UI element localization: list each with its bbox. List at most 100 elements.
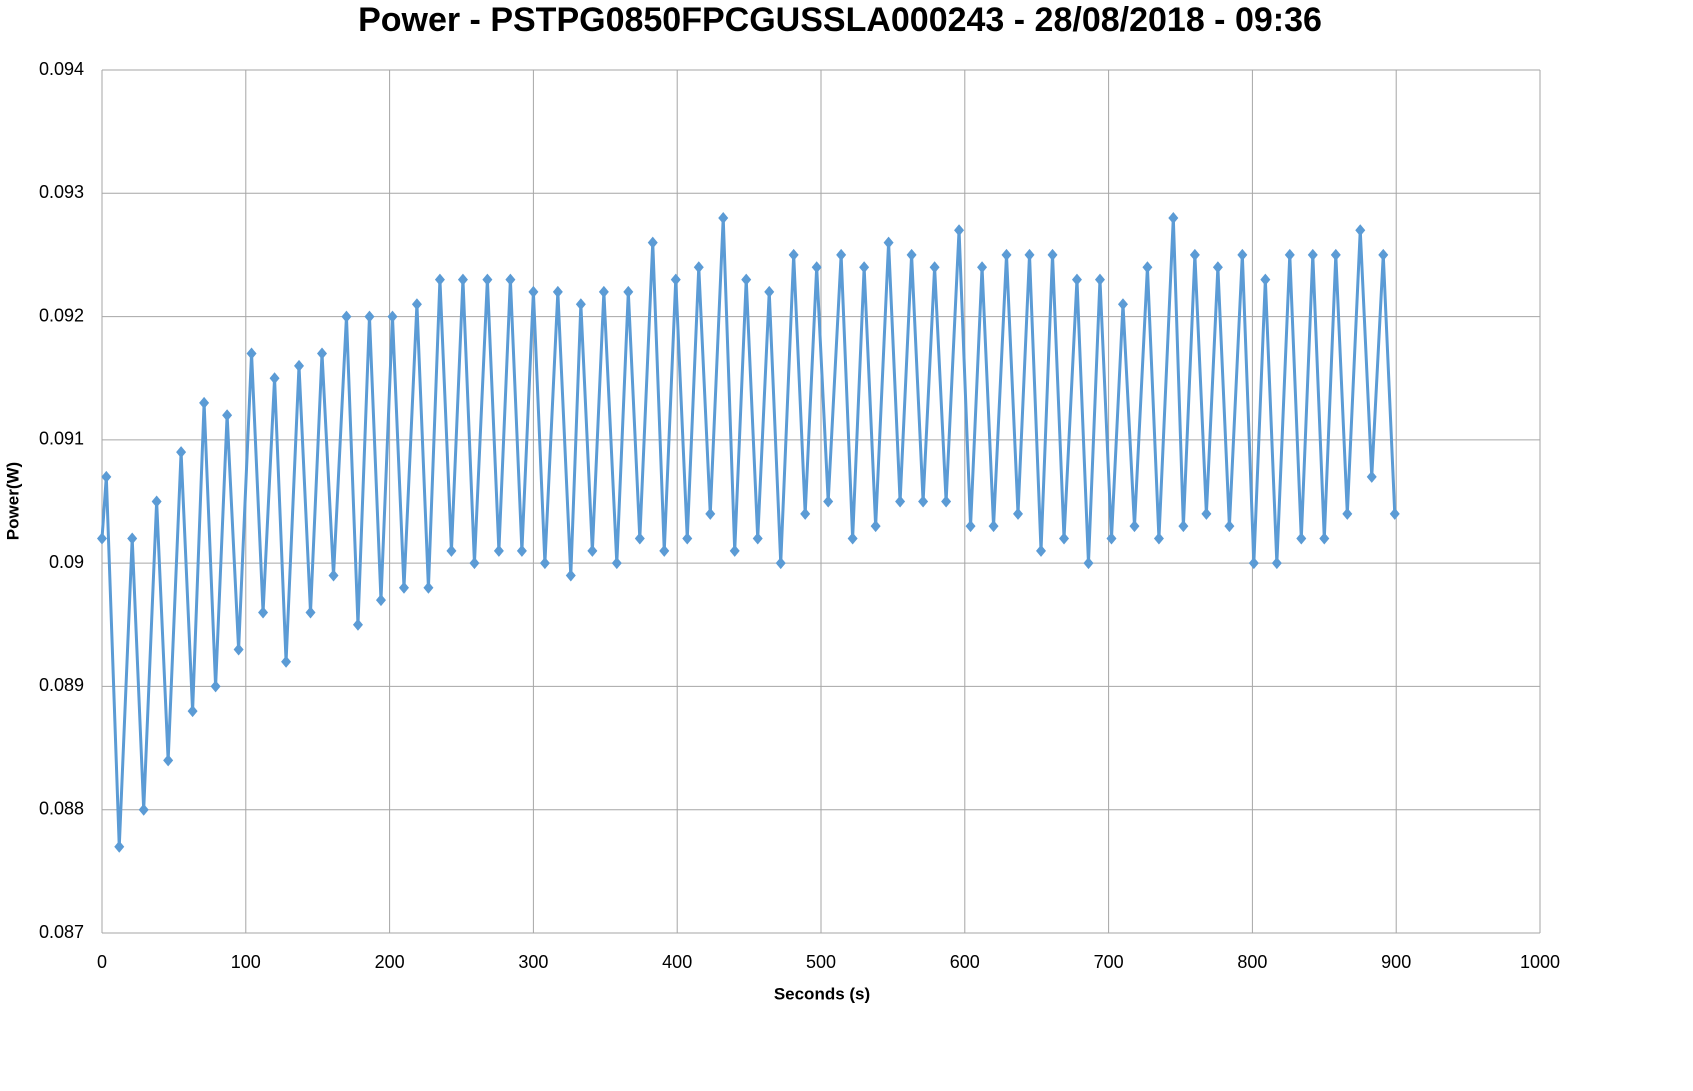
data-point xyxy=(1117,298,1128,311)
data-point xyxy=(364,310,375,323)
data-point xyxy=(469,557,480,570)
data-point xyxy=(97,532,107,545)
data-point xyxy=(222,409,233,422)
data-point xyxy=(906,248,917,261)
x-tick-label: 700 xyxy=(1094,952,1124,972)
data-point xyxy=(587,544,598,557)
data-point xyxy=(1178,520,1189,533)
data-point xyxy=(741,273,752,286)
data-point xyxy=(1237,248,1248,261)
data-point xyxy=(823,495,834,508)
data-point xyxy=(598,285,609,298)
y-tick-label: 0.092 xyxy=(39,305,84,325)
x-tick-label: 600 xyxy=(950,952,980,972)
data-point xyxy=(1319,532,1330,545)
data-point xyxy=(929,261,940,274)
data-point xyxy=(1168,211,1179,224)
data-point xyxy=(423,581,434,594)
data-point xyxy=(1094,273,1105,286)
data-point xyxy=(176,446,187,459)
x-tick-label: 400 xyxy=(662,952,692,972)
x-tick-label: 0 xyxy=(97,952,107,972)
data-point xyxy=(775,557,786,570)
data-point xyxy=(328,569,339,582)
data-point xyxy=(718,211,729,224)
data-point xyxy=(1024,248,1035,261)
data-point xyxy=(210,680,221,693)
y-tick-label: 0.089 xyxy=(39,675,84,695)
data-point xyxy=(1271,557,1282,570)
data-point xyxy=(127,532,138,545)
data-point xyxy=(317,347,328,360)
x-tick-label: 300 xyxy=(518,952,548,972)
data-point xyxy=(398,581,409,594)
data-point xyxy=(1366,470,1377,483)
data-point xyxy=(138,803,149,816)
y-tick-label: 0.091 xyxy=(39,429,84,449)
y-tick-label: 0.088 xyxy=(39,798,84,818)
data-point xyxy=(705,507,716,520)
data-point xyxy=(233,643,244,656)
data-point xyxy=(575,298,586,311)
data-point xyxy=(788,248,799,261)
data-point xyxy=(114,840,125,853)
y-axis-label: Power(W) xyxy=(3,462,22,540)
data-point xyxy=(1342,507,1353,520)
data-point xyxy=(1059,532,1070,545)
data-point xyxy=(539,557,550,570)
data-point xyxy=(1389,507,1400,520)
data-point xyxy=(895,495,906,508)
data-point xyxy=(305,606,316,619)
data-point xyxy=(246,347,257,360)
data-point xyxy=(883,236,894,249)
data-point xyxy=(352,618,363,631)
data-point xyxy=(1224,520,1235,533)
x-tick-label: 900 xyxy=(1381,952,1411,972)
data-point xyxy=(941,495,952,508)
data-point xyxy=(1083,557,1094,570)
data-point xyxy=(988,520,999,533)
data-point xyxy=(516,544,527,557)
data-point xyxy=(281,655,292,668)
data-point xyxy=(647,236,658,249)
data-point xyxy=(493,544,504,557)
x-tick-label: 1000 xyxy=(1520,952,1560,972)
data-point xyxy=(341,310,352,323)
data-point xyxy=(387,310,398,323)
data-point xyxy=(101,470,112,483)
data-point xyxy=(1201,507,1212,520)
data-point xyxy=(375,594,386,607)
data-point xyxy=(1189,248,1200,261)
data-point xyxy=(682,532,693,545)
data-point xyxy=(693,261,704,274)
data-point xyxy=(457,273,468,286)
data-point xyxy=(870,520,881,533)
data-point xyxy=(836,248,847,261)
data-point xyxy=(1355,224,1366,237)
y-tick-label: 0.093 xyxy=(39,182,84,202)
data-point xyxy=(859,261,870,274)
data-point xyxy=(434,273,445,286)
data-point xyxy=(1330,248,1341,261)
data-point xyxy=(670,273,681,286)
data-point xyxy=(1013,507,1024,520)
data-point xyxy=(811,261,822,274)
data-point xyxy=(659,544,670,557)
data-point xyxy=(528,285,539,298)
x-tick-label: 100 xyxy=(231,952,261,972)
data-point xyxy=(1071,273,1082,286)
data-point xyxy=(1047,248,1058,261)
data-point xyxy=(752,532,763,545)
data-point xyxy=(258,606,269,619)
data-point xyxy=(1378,248,1389,261)
data-point xyxy=(552,285,563,298)
data-point xyxy=(482,273,493,286)
data-point xyxy=(1153,532,1164,545)
data-point xyxy=(163,754,174,767)
data-point xyxy=(800,507,811,520)
data-point xyxy=(1036,544,1047,557)
data-point xyxy=(965,520,976,533)
data-point xyxy=(918,495,929,508)
data-point xyxy=(1296,532,1307,545)
